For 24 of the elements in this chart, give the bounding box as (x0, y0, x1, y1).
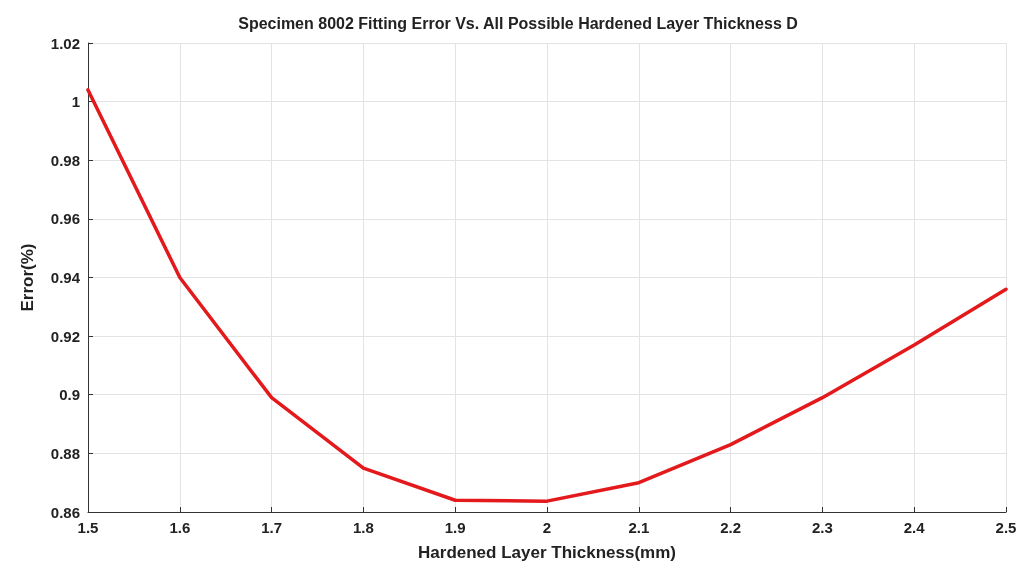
y-tick-label: 0.98 (50, 151, 80, 169)
y-tick-label: 0.94 (50, 269, 81, 286)
y-tick-label: 0.88 (50, 444, 80, 462)
y-tick-label: 0.86 (50, 503, 80, 521)
x-tick-label: 1.7 (261, 519, 283, 536)
y-tick-label: 0.92 (50, 327, 80, 345)
y-tick-label: 0.96 (50, 210, 80, 228)
chart-title: Specimen 8002 Fitting Error Vs. All Possible Hardened Layer Thickness D (238, 14, 798, 32)
y-axis-title: Error(%) (18, 243, 37, 312)
x-tick-label: 1.8 (352, 519, 374, 536)
x-tick-label: 2 (542, 519, 552, 536)
x-tick-label: 1.5 (77, 519, 99, 536)
x-tick-label: 2.3 (811, 519, 833, 536)
x-tick-label: 2.2 (720, 519, 742, 536)
x-tick-label: 2.4 (903, 519, 926, 536)
y-tick-label: 1 (71, 93, 80, 111)
y-tick-label: 1.02 (50, 34, 80, 52)
x-tick-label: 1.9 (444, 519, 466, 536)
x-tick-label: 2.5 (995, 519, 1017, 536)
x-tick-label: 1.6 (169, 519, 191, 536)
x-tick-label: 2.1 (628, 519, 650, 536)
line-series (86, 88, 1008, 503)
x-axis-title: Hardened Layer Thickness(mm) (418, 543, 676, 562)
y-tick-label: 0.9 (59, 386, 80, 404)
